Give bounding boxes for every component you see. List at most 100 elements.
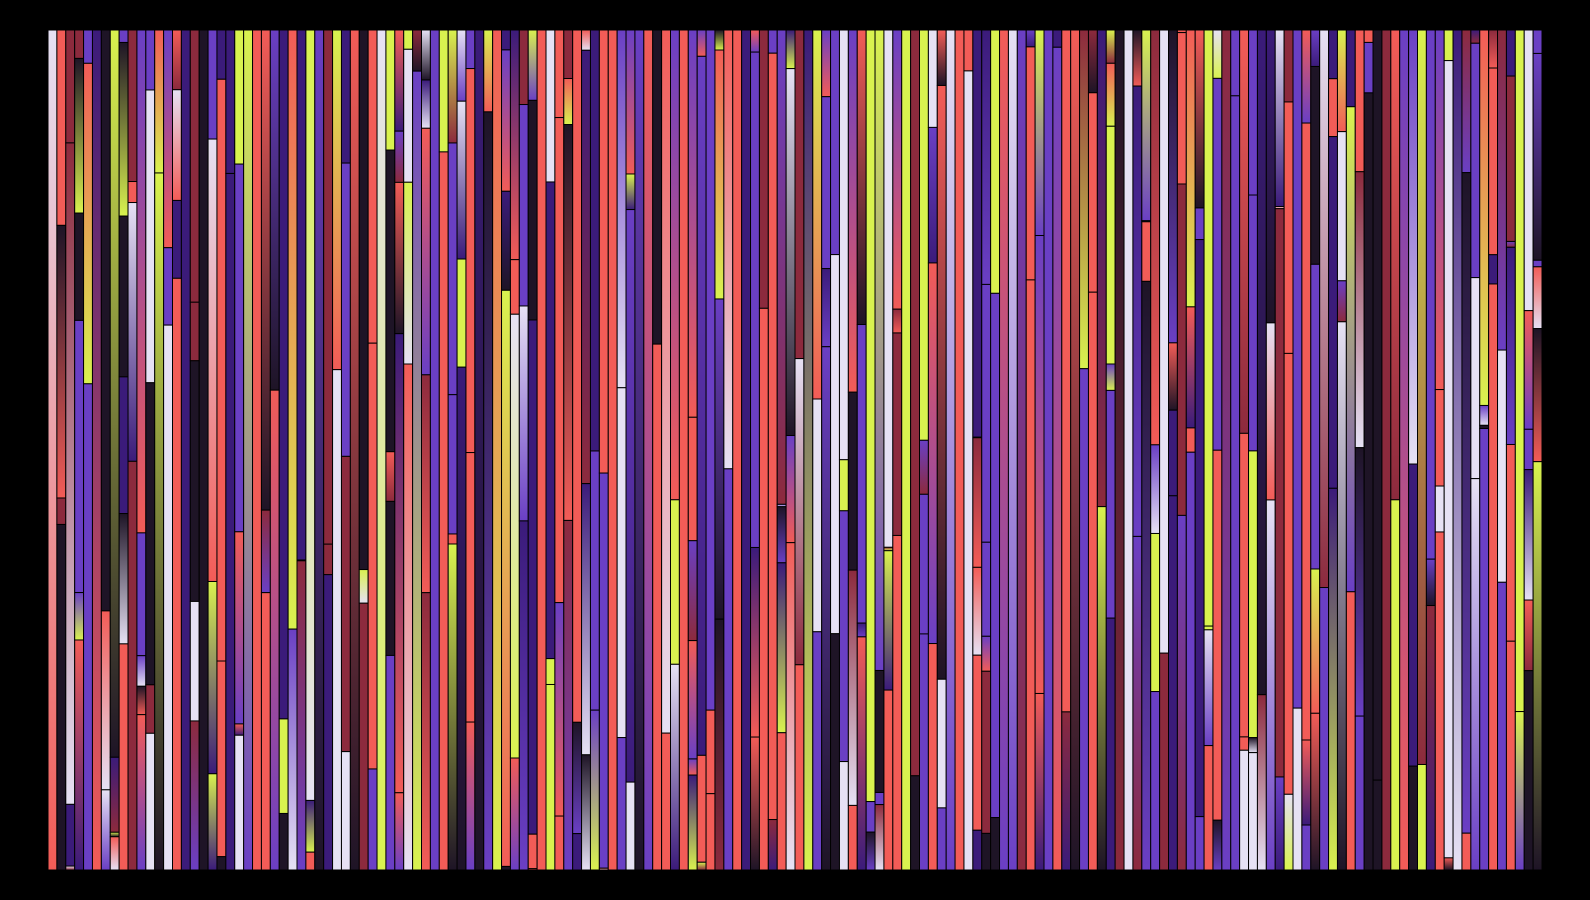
stripe-segment	[74, 30, 85, 59]
stripe-segment	[412, 70, 422, 870]
stripe-segment	[1283, 30, 1294, 103]
stripe-segment	[927, 643, 938, 870]
stripe-segment	[936, 678, 947, 809]
stripe-segment	[109, 836, 120, 870]
stripe-segment	[1123, 30, 1134, 870]
stripe-segment	[1434, 485, 1445, 533]
stripe-segment	[527, 30, 538, 101]
stripe-segment	[990, 30, 1001, 294]
stripe-segment	[118, 41, 129, 217]
stripe-segment	[180, 30, 191, 870]
stripe-segment	[687, 758, 698, 776]
stripe-segment	[1336, 321, 1347, 870]
stripe-segment	[314, 30, 325, 870]
stripe-segment	[1292, 707, 1303, 870]
stripe-segment	[172, 30, 182, 91]
stripe-segment	[65, 142, 76, 805]
stripe-segment	[527, 833, 538, 870]
stripe-segment	[1212, 30, 1223, 79]
stripe-segment	[643, 30, 654, 870]
stripe-segment	[1372, 779, 1383, 870]
stripe-segment	[794, 664, 805, 870]
stripe-segment	[1301, 122, 1312, 741]
stripe-segment	[883, 689, 894, 870]
stripe-segment	[1176, 514, 1187, 870]
stripe-segment	[438, 30, 449, 153]
stripe-segment	[1194, 30, 1205, 209]
stripe-segment	[429, 30, 440, 870]
stripe-segment	[981, 670, 992, 834]
stripe-segment	[252, 30, 262, 870]
stripe-segment	[118, 376, 129, 515]
stripe-segment	[234, 723, 245, 736]
stripe-segment	[794, 358, 805, 666]
stripe-segment	[385, 149, 396, 453]
stripe-segment	[661, 732, 671, 870]
stripe-segment	[394, 333, 405, 794]
stripe-segment	[1052, 46, 1063, 870]
stripe-segment	[501, 49, 511, 192]
stripe-segment	[91, 30, 102, 870]
stripe-segment	[1248, 450, 1258, 739]
stripe-segment	[447, 30, 458, 144]
stripe-segment	[358, 569, 369, 604]
stripe-segment	[767, 30, 778, 54]
stripe-segment	[892, 332, 903, 536]
stripe-segment	[616, 737, 627, 870]
stripe-segment	[714, 618, 725, 870]
stripe-segment	[1150, 444, 1161, 534]
stripe-segment	[367, 342, 378, 770]
stripe-segment	[527, 868, 538, 870]
stripe-segment	[1345, 591, 1356, 870]
stripe-segment	[154, 30, 165, 174]
stripe-segment	[838, 510, 849, 763]
stripe-segment	[1532, 461, 1542, 870]
stripe-segment	[278, 812, 289, 870]
stripe-segment	[56, 30, 67, 226]
stripe-segment	[1399, 30, 1410, 870]
stripe-segment	[172, 89, 182, 201]
stripe-segment	[163, 324, 174, 870]
stripe-segment	[750, 51, 760, 548]
stripe-segment	[750, 546, 760, 738]
stripe-segment	[225, 30, 236, 174]
stripe-segment	[1470, 478, 1481, 870]
stripe-segment	[554, 602, 565, 817]
stripe-segment	[349, 30, 360, 870]
stripe-segment	[581, 49, 591, 485]
stripe-segment	[394, 181, 405, 335]
stripe-segment	[509, 30, 520, 261]
stripe-segment	[919, 30, 929, 441]
stripe-segment	[785, 68, 796, 437]
stripe-segment	[1292, 30, 1303, 709]
stripe-segment	[1212, 449, 1223, 821]
stripe-segment	[661, 30, 671, 734]
stripe-segment	[340, 30, 351, 164]
stripe-segment	[394, 130, 405, 183]
stripe-segment	[856, 324, 867, 624]
stripe-segment	[856, 636, 867, 870]
stripe-segment	[1150, 532, 1161, 693]
stripe-segment	[1150, 30, 1161, 446]
stripe-segment	[518, 305, 529, 522]
generative-stripe-artwork	[48, 30, 1542, 870]
stripe-segment	[296, 560, 307, 870]
stripe-segment	[830, 254, 840, 635]
stripe-segment	[323, 543, 334, 576]
stripe-segment	[803, 30, 814, 870]
stripe-segment	[883, 550, 894, 691]
stripe-segment	[972, 30, 983, 438]
stripe-segment	[1079, 368, 1089, 870]
stripe-segment	[65, 803, 76, 867]
stripe-segment	[981, 635, 992, 672]
stripe-segment	[269, 30, 280, 391]
stripe-segment	[847, 30, 858, 393]
stripe-segment	[1479, 30, 1490, 406]
stripe-segment	[563, 124, 574, 521]
stripe-segment	[465, 721, 476, 870]
stripe-segment	[1283, 793, 1294, 870]
stripe-segment	[910, 30, 920, 777]
stripe-segment	[1212, 819, 1223, 870]
stripe-segment	[1034, 235, 1045, 694]
stripe-segment	[403, 30, 414, 50]
